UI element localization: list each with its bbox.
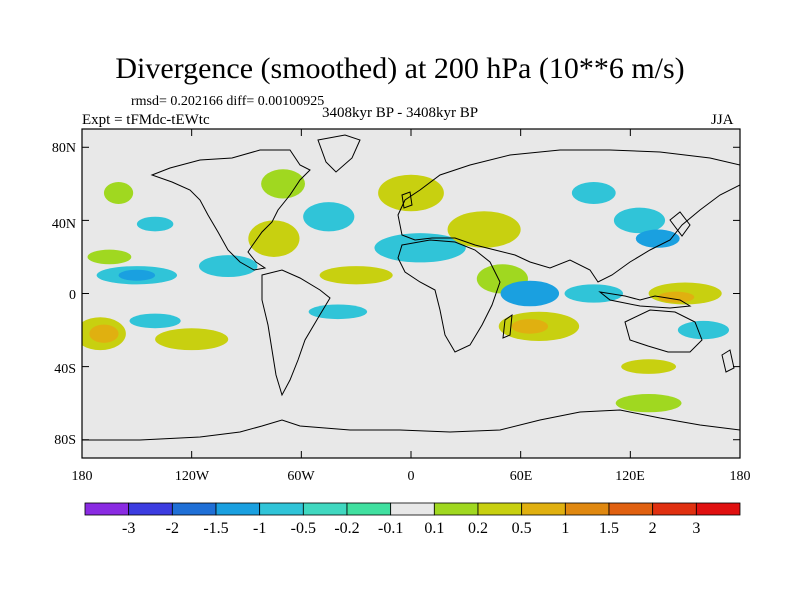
field-patch xyxy=(571,182,616,204)
axis-ticks xyxy=(81,129,741,458)
colorbar-swatch xyxy=(608,502,654,516)
colorbar-swatch xyxy=(128,502,173,516)
lon-tick-label: 180 xyxy=(730,469,751,484)
colorbar-label: -0.2 xyxy=(334,520,359,537)
map-title: Divergence (smoothed) at 200 hPa (10**6 … xyxy=(115,52,685,85)
colorbar-swatch xyxy=(215,502,261,516)
field-patch xyxy=(677,320,730,340)
divergence-field xyxy=(82,169,730,413)
colorbar-swatch xyxy=(259,502,304,516)
lon-tick-label: 60W xyxy=(287,469,315,484)
colorbar-swatch xyxy=(390,502,435,516)
colorbar-label: 0.5 xyxy=(512,520,532,537)
colorbar-swatch xyxy=(695,502,741,516)
field-patch xyxy=(657,291,695,303)
colorbar-label: -3 xyxy=(122,520,135,537)
field-patch xyxy=(261,169,305,199)
field-patch xyxy=(308,304,368,320)
lat-tick-label: 40N xyxy=(52,217,76,232)
lon-tick-label: 60E xyxy=(510,469,533,484)
field-patch xyxy=(89,324,119,343)
colorbar-label: -0.1 xyxy=(378,520,403,537)
field-patch xyxy=(635,229,680,248)
colorbar-swatch xyxy=(433,502,479,516)
lon-tick-label: 120W xyxy=(175,469,210,484)
colorbar-label: -1.5 xyxy=(203,520,228,537)
colorbar-swatch xyxy=(652,502,697,516)
lat-tick-label: 0 xyxy=(69,288,76,303)
field-patch xyxy=(319,266,393,285)
field-patch xyxy=(613,207,666,234)
field-patch xyxy=(136,216,174,232)
colorbar-swatch xyxy=(302,502,348,516)
field-patch xyxy=(447,211,521,248)
colorbar-label: 2 xyxy=(649,520,657,537)
field-patch xyxy=(103,182,134,204)
colorbar-label: 0.2 xyxy=(468,520,488,537)
field-patch xyxy=(621,359,677,374)
colorbar-label: -0.5 xyxy=(291,520,316,537)
colorbar-swatch xyxy=(477,502,523,516)
lon-tick-label: 180 xyxy=(72,469,93,484)
colorbar-swatch xyxy=(171,502,217,516)
stats-line: rmsd= 0.202166 diff= 0.00100925 xyxy=(131,94,325,109)
field-patch xyxy=(564,284,624,303)
field-patch xyxy=(511,319,549,334)
field-patch xyxy=(118,269,156,281)
field-patch xyxy=(374,233,466,263)
coastlines xyxy=(82,134,740,441)
colorbar-label: 1.5 xyxy=(599,520,619,537)
lat-tick-label: 80N xyxy=(52,141,76,156)
colorbar-label: 0.1 xyxy=(424,520,444,537)
lat-tick-label: 40S xyxy=(54,362,76,377)
field-patch xyxy=(129,313,181,329)
field-patch xyxy=(615,394,682,413)
experiment-label: Expt = tFMdc-tEWtc xyxy=(82,112,210,128)
field-patch xyxy=(198,255,258,278)
colorbar-swatch xyxy=(346,502,392,516)
colorbar xyxy=(84,502,741,516)
period-label: 3408kyr BP - 3408kyr BP xyxy=(322,105,479,121)
lon-tick-label: 0 xyxy=(408,469,415,484)
field-patch xyxy=(155,328,229,351)
colorbar-label: -1 xyxy=(253,520,266,537)
colorbar-label: -2 xyxy=(166,520,179,537)
lon-tick-label: 120E xyxy=(615,469,645,484)
colorbar-swatch xyxy=(84,502,130,516)
colorbar-label: 1 xyxy=(561,520,569,537)
field-patch xyxy=(500,280,560,307)
colorbar-labels: -3 -2 -1.5 -1 -0.5 -0.2 -0.1 0.1 0.2 0.5 1 1.5 2 3 xyxy=(122,520,700,537)
season-label: JJA xyxy=(711,112,734,128)
field-patch xyxy=(303,202,355,232)
colorbar-swatch xyxy=(564,502,610,516)
colorbar-swatch xyxy=(521,502,566,516)
field-patch xyxy=(248,220,300,257)
colorbar-label: 3 xyxy=(692,520,700,537)
field-patch xyxy=(87,249,132,265)
lat-tick-label: 80S xyxy=(54,433,76,448)
